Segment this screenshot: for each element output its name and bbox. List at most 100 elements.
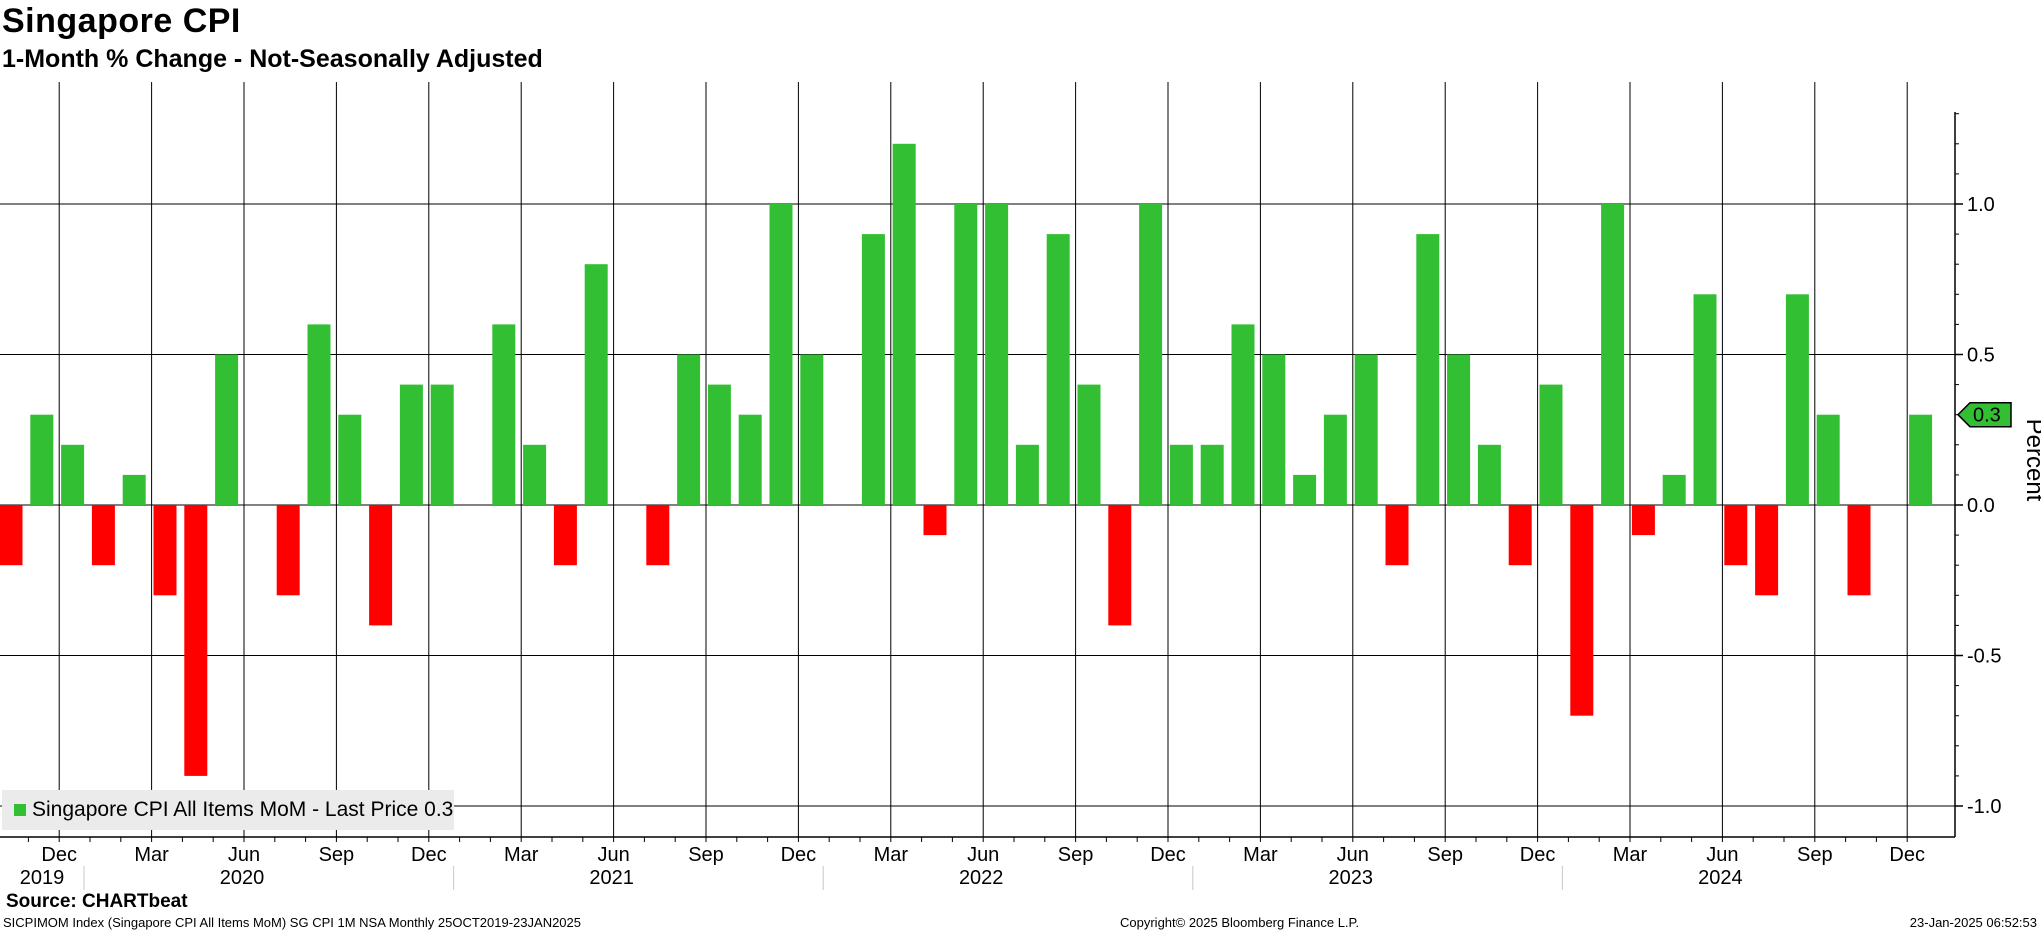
x-month-label: Jun bbox=[597, 844, 629, 866]
x-month-label: Mar bbox=[504, 844, 539, 866]
bar bbox=[1693, 294, 1717, 505]
bar bbox=[1662, 474, 1686, 505]
bar bbox=[0, 505, 23, 566]
x-month-label: Jun bbox=[1337, 844, 1369, 866]
bar bbox=[1909, 414, 1933, 505]
bar bbox=[461, 505, 485, 506]
bar bbox=[769, 204, 793, 505]
x-tick-labels: Dec Mar Jun Sep Dec Mar Jun Sep Dec Mar Jun Sep Dec M… bbox=[20, 844, 1925, 889]
bar bbox=[153, 505, 177, 596]
x-month-label: Jun bbox=[228, 844, 260, 866]
bar bbox=[1878, 505, 1902, 506]
bar bbox=[954, 204, 978, 505]
bar bbox=[1139, 204, 1163, 505]
y-tick-label: 1.0 bbox=[1967, 194, 1995, 216]
bar bbox=[399, 384, 423, 505]
x-year-label: 2020 bbox=[220, 867, 265, 889]
chart-title: Singapore CPI bbox=[2, 2, 241, 40]
x-month-label: Sep bbox=[1427, 844, 1463, 866]
x-month-label: Mar bbox=[1243, 844, 1278, 866]
y-axis-label: Percent bbox=[2021, 419, 2041, 502]
x-month-label: Jun bbox=[1706, 844, 1738, 866]
bar bbox=[615, 505, 639, 506]
bar bbox=[1477, 444, 1501, 505]
x-year-label: 2019 bbox=[20, 867, 65, 889]
x-month-label: Dec bbox=[1889, 844, 1925, 866]
bar bbox=[184, 505, 208, 776]
bar bbox=[892, 143, 916, 506]
bar bbox=[1077, 384, 1101, 505]
y-tick-labels: -1.0 -0.5 0.0 0.5 1.0 bbox=[1967, 194, 2001, 818]
bar bbox=[1816, 414, 1840, 505]
bar bbox=[1724, 505, 1748, 566]
bar bbox=[1262, 354, 1286, 505]
bar bbox=[1354, 354, 1378, 505]
footer-timestamp: 23-Jan-2025 06:52:53 bbox=[1909, 915, 2037, 930]
bar bbox=[1847, 505, 1871, 596]
x-year-label: 2021 bbox=[589, 867, 634, 889]
bar bbox=[1508, 505, 1532, 566]
x-month-label: Sep bbox=[688, 844, 724, 866]
bar bbox=[1015, 444, 1039, 505]
x-month-label: Dec bbox=[41, 844, 77, 866]
bar bbox=[1416, 234, 1440, 505]
bar bbox=[1108, 505, 1132, 626]
x-month-label: Dec bbox=[411, 844, 447, 866]
bar bbox=[1785, 294, 1809, 505]
y-tick-label: -1.0 bbox=[1967, 796, 2001, 818]
bar bbox=[30, 414, 54, 505]
last-price-label: 0.3 bbox=[1973, 405, 2001, 427]
bar bbox=[523, 444, 547, 505]
x-month-label: Mar bbox=[134, 844, 169, 866]
bar bbox=[738, 414, 762, 505]
bar bbox=[1293, 474, 1317, 505]
bar bbox=[1447, 354, 1471, 505]
x-month-label: Sep bbox=[319, 844, 355, 866]
legend: Singapore CPI All Items MoM - Last Price… bbox=[2, 790, 454, 830]
bar bbox=[1200, 444, 1224, 505]
bar bbox=[307, 324, 331, 505]
bar bbox=[800, 354, 824, 505]
legend-swatch bbox=[14, 804, 26, 816]
x-year-label: 2022 bbox=[959, 867, 1004, 889]
bar bbox=[677, 354, 701, 505]
bar bbox=[492, 324, 516, 505]
bar bbox=[91, 505, 115, 566]
chart-subtitle: 1-Month % Change - Not-Seasonally Adjust… bbox=[2, 45, 543, 73]
bar bbox=[1755, 505, 1779, 596]
x-month-label: Dec bbox=[1150, 844, 1186, 866]
bar bbox=[584, 264, 608, 505]
bar bbox=[1539, 384, 1563, 505]
bar bbox=[1385, 505, 1409, 566]
bar bbox=[1601, 204, 1625, 505]
bar bbox=[1046, 234, 1070, 505]
bar bbox=[1169, 444, 1193, 505]
bar bbox=[122, 474, 146, 505]
x-year-label: 2023 bbox=[1329, 867, 1374, 889]
x-month-label: Jun bbox=[967, 844, 999, 866]
bar bbox=[1323, 414, 1347, 505]
x-month-label: Mar bbox=[874, 844, 909, 866]
bar bbox=[923, 505, 947, 536]
axes bbox=[0, 112, 1963, 890]
grid-lines bbox=[0, 82, 1955, 837]
legend-label: Singapore CPI All Items MoM - Last Price… bbox=[32, 798, 454, 821]
last-price-marker bbox=[1956, 401, 2012, 428]
bar bbox=[1631, 505, 1655, 536]
y-tick-label: 0.0 bbox=[1967, 495, 1995, 517]
bar bbox=[831, 505, 855, 506]
bar bbox=[215, 354, 239, 505]
bar bbox=[861, 234, 885, 505]
x-month-label: Dec bbox=[1520, 844, 1556, 866]
x-month-label: Mar bbox=[1613, 844, 1648, 866]
bar bbox=[1231, 324, 1255, 505]
bar bbox=[646, 505, 670, 566]
x-month-label: Sep bbox=[1797, 844, 1833, 866]
source-note: Source: CHARTbeat bbox=[6, 891, 188, 912]
bar bbox=[553, 505, 577, 566]
bar bbox=[430, 384, 454, 505]
bars bbox=[0, 143, 1933, 776]
bar bbox=[276, 505, 300, 596]
x-year-label: 2024 bbox=[1698, 867, 1743, 889]
